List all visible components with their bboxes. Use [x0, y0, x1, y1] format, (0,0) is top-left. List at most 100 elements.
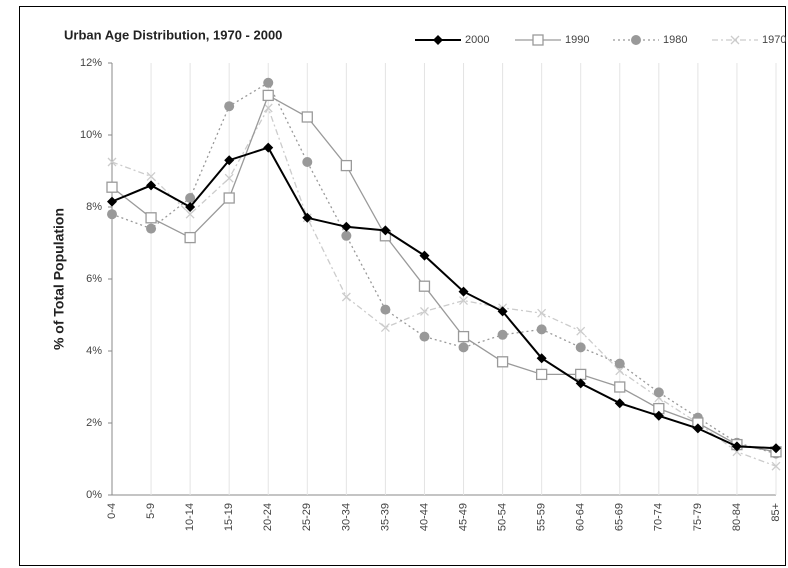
marker [263, 77, 274, 88]
x-tick-label: 60-64 [575, 503, 587, 531]
marker [615, 366, 625, 376]
x-tick-label: 25-29 [301, 503, 313, 531]
marker [340, 159, 353, 172]
x-tick-label: 75-79 [692, 503, 704, 531]
marker [457, 330, 470, 343]
marker [459, 296, 468, 306]
y-axis-label: % of Total Population [51, 208, 67, 350]
x-tick-label: 65-69 [614, 503, 626, 531]
marker [224, 101, 235, 112]
marker [631, 35, 641, 45]
x-tick-label: 5-9 [145, 503, 157, 519]
marker [731, 441, 742, 452]
marker [380, 225, 391, 236]
x-tick-label: 30-34 [340, 503, 352, 531]
marker [536, 353, 547, 364]
marker [497, 306, 508, 317]
marker [419, 250, 430, 261]
x-tick-label: 55-59 [536, 503, 548, 531]
frame [19, 6, 786, 566]
marker [301, 111, 313, 123]
legend-label: 1990 [565, 34, 589, 46]
marker [107, 157, 117, 167]
marker [420, 306, 429, 316]
marker [419, 331, 430, 342]
marker [458, 342, 469, 353]
x-tick-label: 45-49 [457, 503, 469, 531]
marker [532, 34, 544, 46]
marker [771, 443, 781, 454]
marker [380, 304, 391, 315]
x-tick-label: 35-39 [379, 503, 391, 531]
x-tick-label: 10-14 [184, 503, 196, 531]
marker [497, 329, 508, 340]
marker [185, 193, 196, 203]
marker [302, 212, 313, 223]
marker [341, 292, 351, 302]
x-tick-label: 20-24 [262, 503, 274, 531]
marker [433, 35, 443, 45]
y-tick-label: 6% [86, 273, 102, 285]
marker [537, 308, 547, 318]
marker [535, 368, 548, 381]
series-line [111, 81, 777, 455]
marker [185, 202, 196, 212]
y-tick-label: 10% [80, 129, 102, 141]
legend-label: 2000 [465, 34, 489, 46]
x-tick-label: 80-84 [731, 503, 743, 531]
marker [302, 157, 313, 167]
legend-label: 1970 [762, 34, 786, 46]
marker [575, 342, 586, 353]
marker [341, 221, 352, 232]
marker [653, 387, 664, 398]
marker [771, 461, 781, 471]
marker [262, 89, 274, 102]
y-tick-label: 4% [86, 345, 102, 357]
marker [575, 378, 586, 389]
x-tick-label: 50-54 [496, 503, 508, 531]
marker [224, 173, 234, 183]
marker [146, 180, 157, 191]
marker [730, 35, 740, 45]
marker [496, 356, 509, 368]
marker [184, 231, 196, 244]
marker [223, 192, 235, 204]
series-line [111, 146, 777, 450]
marker [263, 142, 274, 153]
y-tick-label: 12% [80, 57, 102, 69]
x-tick-label: 0-4 [106, 503, 118, 519]
marker [263, 103, 273, 113]
marker [458, 286, 469, 297]
marker [107, 196, 117, 207]
legend-label: 1980 [663, 34, 687, 46]
marker [106, 181, 118, 193]
y-tick-label: 0% [86, 489, 102, 501]
marker [146, 171, 156, 181]
y-tick-label: 2% [86, 417, 102, 429]
marker [575, 368, 587, 381]
marker [185, 209, 195, 219]
x-tick-label: 15-19 [223, 503, 235, 531]
marker [107, 209, 117, 220]
marker [341, 230, 352, 241]
series-line [111, 94, 777, 453]
series [107, 142, 781, 454]
marker [653, 410, 664, 421]
x-tick-label: 85+ [770, 503, 782, 522]
marker [614, 358, 625, 369]
marker [145, 212, 157, 224]
x-tick-label: 70-74 [653, 503, 665, 531]
marker [146, 223, 157, 234]
series-line [111, 106, 777, 467]
marker [536, 324, 547, 335]
chart-title: Urban Age Distribution, 1970 - 2000 [64, 27, 282, 42]
marker [614, 398, 625, 409]
x-tick-label: 40-44 [418, 503, 430, 531]
y-tick-label: 8% [86, 201, 102, 213]
marker [576, 326, 586, 336]
marker [692, 423, 703, 434]
marker [224, 155, 235, 166]
marker [614, 381, 626, 393]
marker [380, 323, 390, 333]
